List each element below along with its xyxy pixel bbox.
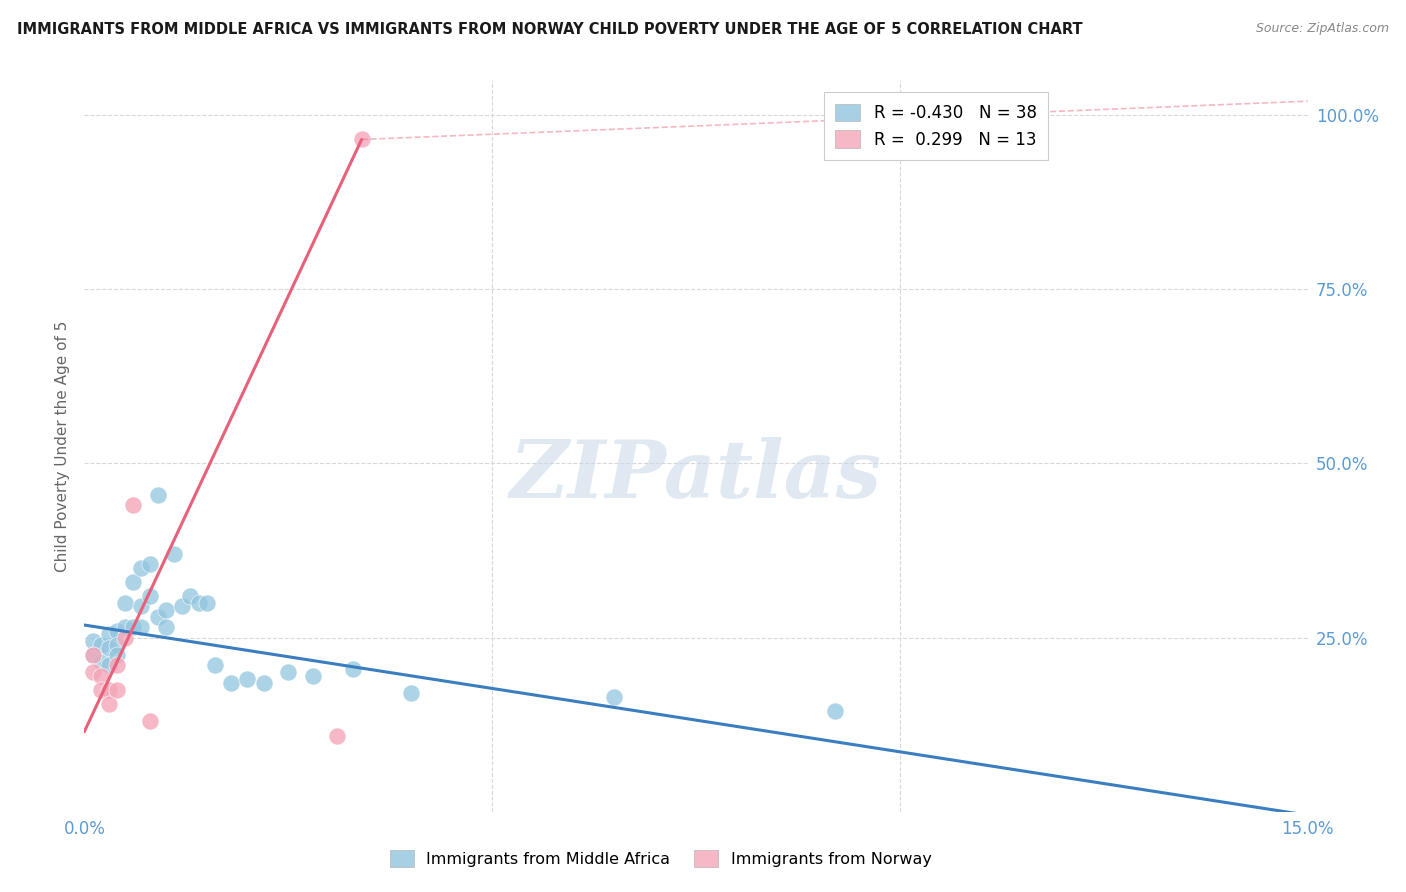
Point — [114, 620, 136, 634]
Point — [114, 596, 136, 610]
Point — [82, 648, 104, 662]
Text: ZIPatlas: ZIPatlas — [510, 436, 882, 514]
Point — [82, 665, 104, 680]
Point — [172, 599, 194, 614]
Point — [114, 631, 136, 645]
Point — [105, 682, 128, 697]
Point — [105, 658, 128, 673]
Point — [97, 640, 120, 655]
Point — [155, 620, 177, 634]
Point — [82, 648, 104, 662]
Point — [90, 682, 112, 697]
Point — [105, 648, 128, 662]
Point — [146, 609, 169, 624]
Point — [131, 561, 153, 575]
Point — [97, 627, 120, 641]
Point — [90, 669, 112, 683]
Point — [131, 599, 153, 614]
Legend: Immigrants from Middle Africa, Immigrants from Norway: Immigrants from Middle Africa, Immigrant… — [384, 844, 938, 873]
Point — [236, 673, 259, 687]
Point — [301, 669, 323, 683]
Point — [138, 589, 160, 603]
Text: Source: ZipAtlas.com: Source: ZipAtlas.com — [1256, 22, 1389, 36]
Point — [82, 634, 104, 648]
Point — [122, 498, 145, 512]
Point — [253, 676, 276, 690]
Point — [326, 730, 349, 744]
Point — [204, 658, 226, 673]
Point — [146, 488, 169, 502]
Point — [187, 596, 209, 610]
Point — [105, 624, 128, 638]
Text: IMMIGRANTS FROM MIDDLE AFRICA VS IMMIGRANTS FROM NORWAY CHILD POVERTY UNDER THE : IMMIGRANTS FROM MIDDLE AFRICA VS IMMIGRA… — [17, 22, 1083, 37]
Point — [97, 697, 120, 711]
Point — [105, 638, 128, 652]
Point — [155, 603, 177, 617]
Point — [195, 596, 218, 610]
Point — [342, 662, 364, 676]
Point — [131, 620, 153, 634]
Point — [824, 704, 846, 718]
Point — [90, 655, 112, 669]
Point — [277, 665, 299, 680]
Legend: R = -0.430   N = 38, R =  0.299   N = 13: R = -0.430 N = 38, R = 0.299 N = 13 — [824, 92, 1049, 161]
Point — [219, 676, 242, 690]
Point — [122, 574, 145, 589]
Point — [138, 558, 160, 572]
Point — [138, 714, 160, 728]
Point — [399, 686, 422, 700]
Point — [163, 547, 186, 561]
Point — [603, 690, 626, 704]
Point — [179, 589, 201, 603]
Point — [97, 682, 120, 697]
Point — [97, 658, 120, 673]
Point — [122, 620, 145, 634]
Y-axis label: Child Poverty Under the Age of 5: Child Poverty Under the Age of 5 — [55, 320, 70, 572]
Point — [90, 638, 112, 652]
Point — [350, 132, 373, 146]
